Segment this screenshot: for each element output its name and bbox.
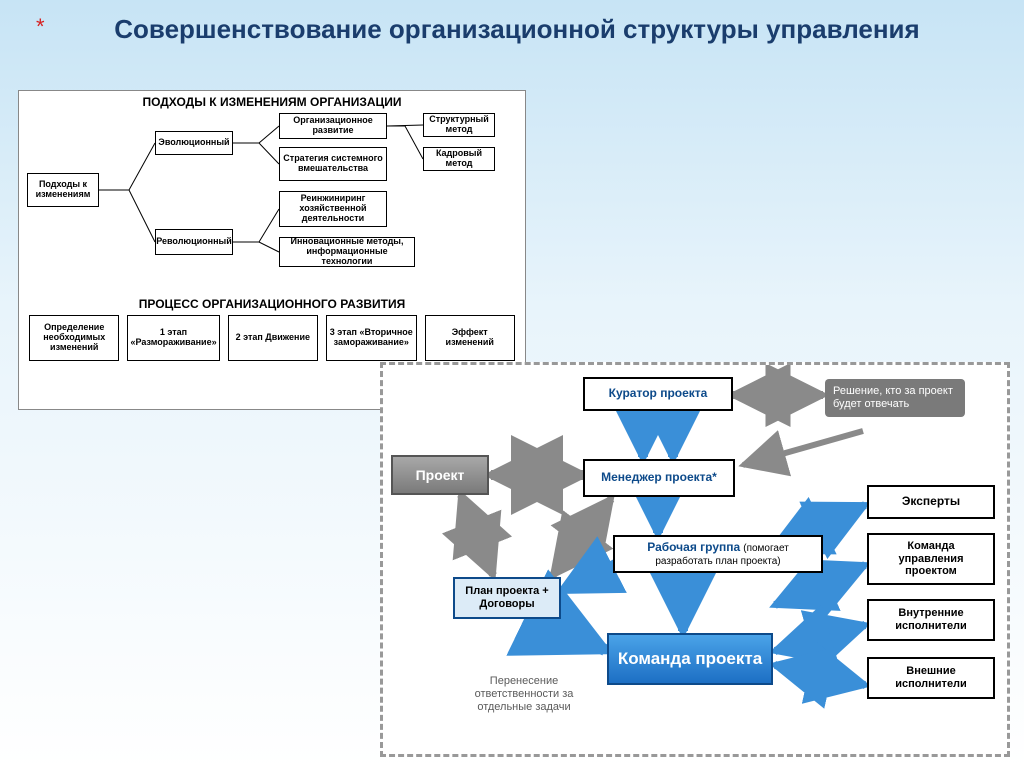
node-rev: Революционный [155,229,233,255]
node-r2: Кадровый метод [423,147,495,171]
lower-diagram: Куратор проекта Решение, кто за проект б… [380,362,1010,757]
node-plan: План проекта + Договоры [453,577,561,619]
slide-title: Совершенствование организационной структ… [30,14,1004,45]
node-m1: Организационное развитие [279,113,387,139]
process-row: Определение необходимых изменений 1 этап… [29,315,515,361]
node-workgroup: Рабочая группа (помогает разработать пла… [613,535,823,573]
node-r1: Структурный метод [423,113,495,137]
transfer-label: Перенесение ответственности за отдельные… [449,675,599,715]
node-m2: Стратегия системного вмешательства [279,147,387,181]
upper-title-2: ПРОЦЕСС ОРГАНИЗАЦИОННОГО РАЗВИТИЯ [19,297,525,311]
node-team: Команда проекта [607,633,773,685]
workgroup-label: Рабочая группа [647,540,740,554]
node-evo: Эволюционный [155,131,233,155]
process-step-2: 2 этап Движение [228,315,318,361]
right-node-1: Команда управления проектом [867,533,995,585]
callout-decision: Решение, кто за проект будет отвечать [825,379,965,417]
process-step-3: 3 этап «Вторичное замораживание» [326,315,416,361]
right-node-0: Эксперты [867,485,995,519]
process-step-4: Эффект изменений [425,315,515,361]
node-project: Проект [391,455,489,495]
node-manager: Менеджер проекта* [583,459,735,497]
node-m4: Инновационные методы, информационные тех… [279,237,415,267]
right-node-3: Внешние исполнители [867,657,995,699]
process-step-1: 1 этап «Размораживание» [127,315,219,361]
node-curator: Куратор проекта [583,377,733,411]
node-m3: Реинжиниринг хозяйственной деятельности [279,191,387,227]
upper-title-1: ПОДХОДЫ К ИЗМЕНЕНИЯМ ОРГАНИЗАЦИИ [19,95,525,109]
process-step-0: Определение необходимых изменений [29,315,119,361]
right-node-2: Внутренние исполнители [867,599,995,641]
node-root: Подходы к изменениям [27,173,99,207]
